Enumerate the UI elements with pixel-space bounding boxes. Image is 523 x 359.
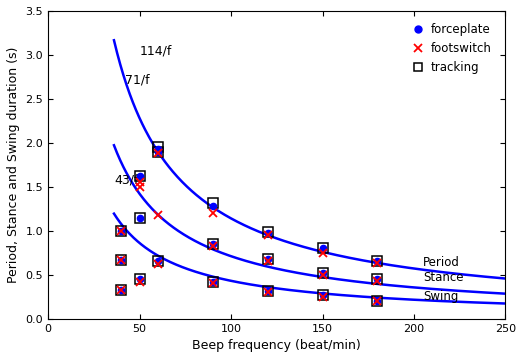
Text: Swing: Swing — [423, 290, 459, 303]
Text: Stance: Stance — [423, 271, 464, 284]
Text: 43/f: 43/f — [114, 173, 139, 186]
Text: Period: Period — [423, 256, 460, 269]
Text: 114/f: 114/f — [140, 44, 172, 57]
Y-axis label: Period, Stance and Swing duration (s): Period, Stance and Swing duration (s) — [7, 47, 20, 283]
Text: 71/f: 71/f — [125, 73, 150, 86]
X-axis label: Beep frequency (beat/min): Beep frequency (beat/min) — [192, 339, 361, 352]
Legend: forceplate, footswitch, tracking: forceplate, footswitch, tracking — [407, 20, 495, 78]
